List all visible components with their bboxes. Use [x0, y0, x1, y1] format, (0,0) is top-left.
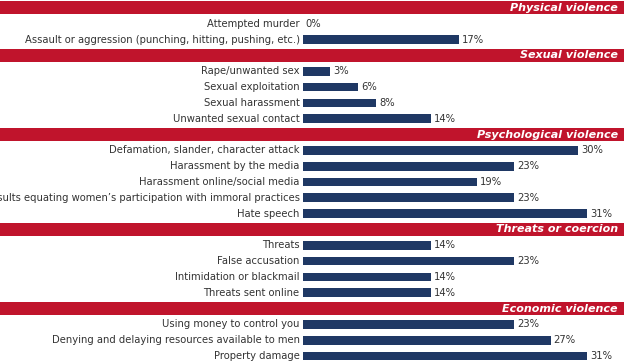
Text: Denying and delaying resources available to men: Denying and delaying resources available… [52, 335, 300, 345]
Text: 23%: 23% [517, 161, 539, 171]
Bar [303, 209, 587, 218]
Text: Harassment by the media: Harassment by the media [170, 161, 300, 171]
Text: Economic violence: Economic violence [502, 304, 618, 314]
Bar [0, 49, 624, 62]
Bar [0, 1, 624, 15]
Text: Property damage: Property damage [213, 351, 300, 361]
Bar [0, 302, 624, 315]
Text: 3%: 3% [333, 66, 349, 76]
Text: Assault or aggression (punching, hitting, pushing, etc.): Assault or aggression (punching, hitting… [24, 35, 300, 44]
Text: 14%: 14% [434, 288, 456, 298]
Text: Sexual violence: Sexual violence [520, 50, 618, 60]
Text: Rape/unwanted sex: Rape/unwanted sex [201, 66, 300, 76]
Text: 17%: 17% [462, 35, 484, 44]
Text: 27%: 27% [553, 335, 576, 345]
Text: Defamation, slander, character attack: Defamation, slander, character attack [109, 145, 300, 155]
Bar [303, 67, 330, 76]
Bar [0, 223, 624, 236]
Text: 19%: 19% [480, 177, 502, 187]
Text: 31%: 31% [590, 351, 612, 361]
Text: 23%: 23% [517, 193, 539, 203]
Bar [303, 114, 431, 123]
Bar [303, 288, 431, 297]
Text: Intimidation or blackmail: Intimidation or blackmail [175, 272, 300, 282]
Bar [303, 241, 431, 250]
Text: Insults equating women’s participation with immoral practices: Insults equating women’s participation w… [0, 193, 300, 203]
Text: 14%: 14% [434, 114, 456, 124]
Bar [303, 352, 587, 360]
Text: 14%: 14% [434, 240, 456, 250]
Bar [303, 162, 514, 170]
Text: 23%: 23% [517, 256, 539, 266]
Bar [303, 194, 514, 202]
Text: Attempted murder: Attempted murder [207, 19, 300, 29]
Text: Unwanted sexual contact: Unwanted sexual contact [173, 114, 300, 124]
Text: 0%: 0% [306, 19, 321, 29]
Bar [303, 320, 514, 329]
Bar [303, 146, 578, 155]
Bar [303, 336, 550, 345]
Bar [303, 99, 376, 107]
Text: 8%: 8% [379, 98, 395, 108]
Bar [303, 257, 514, 265]
Bar [303, 35, 459, 44]
Text: Psychological violence: Psychological violence [477, 130, 618, 139]
Text: Using money to control you: Using money to control you [162, 320, 300, 329]
Text: 14%: 14% [434, 272, 456, 282]
Text: Sexual exploitation: Sexual exploitation [204, 82, 300, 92]
Text: Harassment online/social media: Harassment online/social media [139, 177, 300, 187]
Text: 6%: 6% [361, 82, 377, 92]
Text: False accusation: False accusation [217, 256, 300, 266]
Text: 30%: 30% [581, 145, 603, 155]
Text: Threats or coercion: Threats or coercion [495, 225, 618, 234]
Text: Threats: Threats [262, 240, 300, 250]
Text: Physical violence: Physical violence [510, 3, 618, 13]
Text: Hate speech: Hate speech [237, 209, 300, 219]
Bar [0, 128, 624, 141]
Text: 31%: 31% [590, 209, 612, 219]
Text: Sexual harassment: Sexual harassment [203, 98, 300, 108]
Text: 23%: 23% [517, 320, 539, 329]
Text: Threats sent online: Threats sent online [203, 288, 300, 298]
Bar [303, 83, 358, 91]
Bar [303, 178, 477, 186]
Bar [303, 273, 431, 281]
